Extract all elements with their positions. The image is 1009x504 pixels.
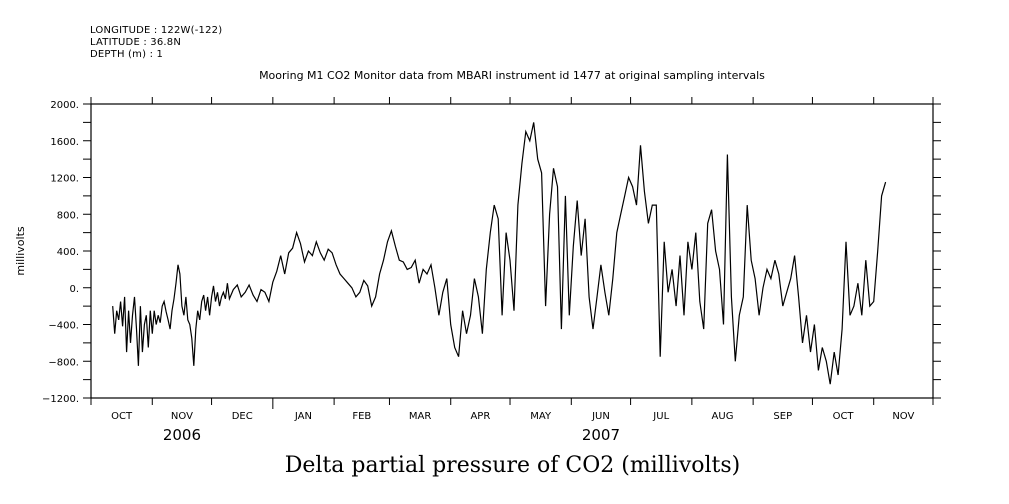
chart-title: Mooring M1 CO2 Monitor data from MBARI i… (259, 69, 765, 82)
y-tick-label: 1200. (50, 174, 79, 185)
x-tick-label: JUN (591, 411, 610, 422)
series-line-0 (112, 122, 887, 385)
y-axis-ticks: 2000. 1600. 1200. 800. 400. 0. −400. −800. −1200… (42, 100, 941, 405)
x-tick-label: FEB (352, 411, 371, 422)
axes (90, 103, 934, 399)
y-tick-label: 400. (57, 247, 79, 258)
x-tick-label: JUL (652, 411, 669, 422)
y-tick-label: −1200. (42, 394, 79, 405)
latitude-label: LATITUDE : 36.8N (90, 37, 182, 48)
depth-label: DEPTH (m) : 1 (90, 49, 164, 60)
x-tick-label: DEC (232, 411, 253, 422)
x-axis-title: Delta partial pressure of CO2 (millivolt… (284, 453, 741, 478)
x-tick-label: NOV (892, 411, 914, 422)
x-tick-label: SEP (773, 411, 792, 422)
x-tick-label: NOV (171, 411, 193, 422)
x-tick-label: JAN (294, 411, 312, 422)
x-axis-ticks: OCT NOV DEC JAN FEB MAR APR MAY JUN JUL AUG SEP OCT N… (90, 97, 934, 444)
x-tick-label: AUG (712, 411, 734, 422)
y-tick-label: 1600. (50, 137, 79, 148)
x-tick-label: OCT (111, 411, 133, 422)
y-tick-label: 0. (69, 284, 79, 295)
x-tick-label: MAY (530, 411, 552, 422)
series-group (112, 122, 887, 385)
longitude-label: LONGITUDE : 122W(-122) (90, 25, 223, 36)
y-tick-label: −800. (48, 357, 79, 368)
y-axis-label: millivolts (14, 226, 27, 276)
year-label: 2007 (582, 426, 620, 444)
y-tick-label: −400. (48, 321, 79, 332)
plot-frame (90, 103, 934, 399)
x-tick-label: MAR (409, 411, 431, 422)
x-tick-label: APR (470, 411, 490, 422)
y-tick-label: 2000. (50, 100, 79, 111)
y-tick-label: 800. (57, 210, 79, 221)
x-tick-label: OCT (833, 411, 855, 422)
year-label: 2006 (163, 426, 201, 444)
